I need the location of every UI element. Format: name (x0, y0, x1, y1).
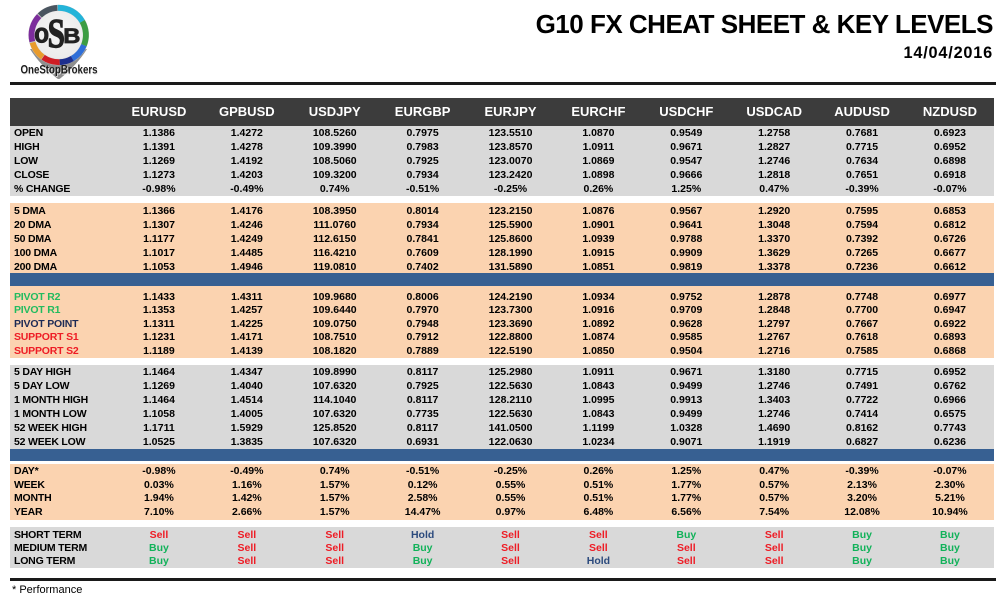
svg-text:o: o (34, 17, 49, 49)
svg-text:OneStopBrokers: OneStopBrokers (21, 64, 98, 78)
svg-text:B: B (63, 24, 80, 47)
svg-text:S: S (48, 9, 65, 55)
svg-text:OneStopBrokers: OneStopBrokers (21, 63, 98, 77)
